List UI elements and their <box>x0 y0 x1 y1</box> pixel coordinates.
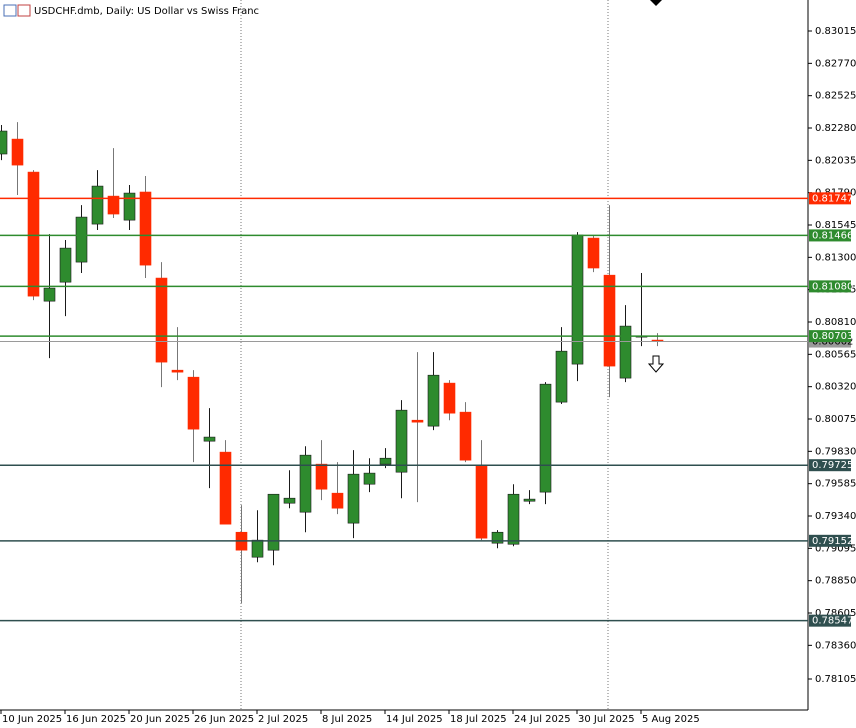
candle-body <box>299 454 312 513</box>
candle-body <box>347 473 360 524</box>
candle-body <box>139 191 152 266</box>
chart-icon <box>3 4 17 17</box>
sell-arrow <box>647 355 665 373</box>
chart-title: USDCHF.dmb, Daily: US Dollar vs Swiss Fr… <box>34 6 259 17</box>
candle-body <box>27 171 40 297</box>
x-tick-label: 16 Jun 2025 <box>66 714 126 725</box>
y-tick-label: 0.78850 <box>815 576 856 587</box>
level-label: 0.81466 <box>812 230 853 241</box>
candle-body <box>411 419 424 423</box>
y-tick-label: 0.82280 <box>815 123 856 134</box>
level-label: 0.80703 <box>812 331 853 342</box>
candle-body <box>459 411 472 461</box>
y-tick-label: 0.80565 <box>815 349 856 360</box>
y-tick-label: 0.80810 <box>815 317 856 328</box>
chart-icon <box>17 4 31 17</box>
candle-body <box>219 451 232 525</box>
level-label-box <box>809 614 851 627</box>
candle-body <box>491 531 504 544</box>
level-label: 0.79725 <box>812 460 853 471</box>
candle-body <box>475 465 488 539</box>
candle-body <box>363 472 376 485</box>
candle-body <box>59 247 72 283</box>
candle-body <box>187 376 200 430</box>
plot-area <box>0 122 664 604</box>
x-tick-label: 30 Jul 2025 <box>578 714 635 725</box>
candle-body <box>395 409 408 473</box>
candle-body <box>91 185 104 225</box>
candle-body <box>315 463 328 490</box>
candle-body <box>603 274 616 367</box>
candle-body <box>427 374 440 427</box>
x-tick-label: 20 Jun 2025 <box>130 714 190 725</box>
y-tick-label: 0.82770 <box>815 58 856 69</box>
x-tick-label: 8 Jul 2025 <box>322 714 372 725</box>
candle-body <box>283 497 296 504</box>
y-tick-label: 0.81545 <box>815 220 856 231</box>
y-tick-label: 0.83015 <box>815 26 856 37</box>
level-label: 0.81080 <box>812 281 853 292</box>
x-tick-label: 2 Jul 2025 <box>258 714 308 725</box>
candle-body <box>43 287 56 302</box>
y-tick-label: 0.78105 <box>815 674 856 685</box>
candle-body <box>555 350 568 403</box>
y-tick-label: 0.80075 <box>815 414 856 425</box>
y-tick-label: 0.79095 <box>815 543 856 554</box>
candle-body <box>267 493 280 551</box>
candle-body <box>379 457 392 465</box>
y-tick-label: 0.79340 <box>815 511 856 522</box>
x-tick-label: 26 Jun 2025 <box>194 714 254 725</box>
y-tick-label: 0.78360 <box>815 640 856 651</box>
x-tick-label: 24 Jul 2025 <box>514 714 571 725</box>
y-tick-label: 0.79830 <box>815 446 856 457</box>
candle-body <box>75 216 88 263</box>
level-label: 0.78547 <box>812 616 853 627</box>
candle-body <box>507 493 520 545</box>
candle-body <box>0 130 8 155</box>
candle-body <box>11 138 24 166</box>
candle-body <box>619 325 632 379</box>
y-tick-label: 0.78605 <box>815 608 856 619</box>
candle-body <box>571 234 584 365</box>
shift-marker <box>650 0 662 6</box>
candle-body <box>107 195 120 215</box>
y-tick-label: 0.79585 <box>815 479 856 490</box>
level-label-box <box>809 229 851 242</box>
candle-body <box>251 539 264 558</box>
candle-body <box>539 383 552 493</box>
level-label: 0.81747 <box>812 193 853 204</box>
y-tick-label: 0.82525 <box>815 91 856 102</box>
y-tick-label: 0.80320 <box>815 382 856 393</box>
candle-body <box>203 436 216 442</box>
x-tick-label: 18 Jul 2025 <box>450 714 507 725</box>
level-label: 0.79152 <box>812 536 853 547</box>
y-tick-label: 0.82035 <box>815 155 856 166</box>
candle-body <box>523 498 536 502</box>
level-label-box <box>809 192 851 205</box>
y-tick-label: 0.81300 <box>815 252 856 263</box>
x-tick-label: 5 Aug 2025 <box>642 714 700 725</box>
candle-body <box>587 237 600 269</box>
level-label-box <box>809 280 851 293</box>
candle-body <box>331 492 344 509</box>
x-tick-label: 10 Jun 2025 <box>2 714 62 725</box>
level-label-box <box>809 459 851 472</box>
x-tick-label: 14 Jul 2025 <box>386 714 443 725</box>
level-label-box <box>809 534 851 547</box>
candle-body <box>443 382 456 414</box>
candle-body <box>155 277 168 363</box>
level-label-box <box>809 330 851 343</box>
candle-body <box>171 369 184 373</box>
candle-body <box>123 192 136 221</box>
